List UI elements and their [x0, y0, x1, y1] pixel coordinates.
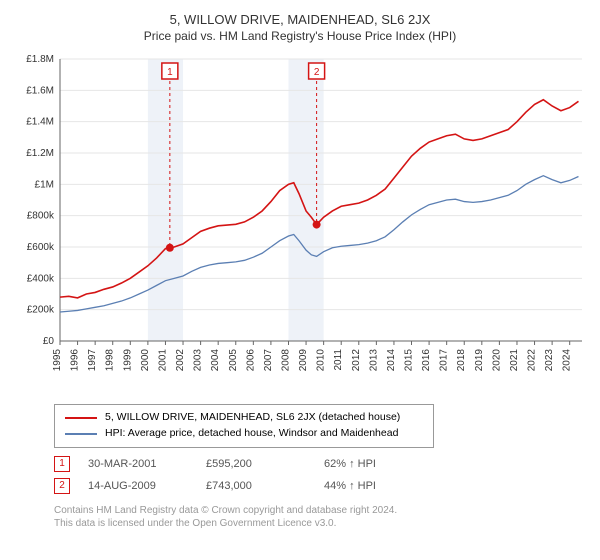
- svg-text:1: 1: [167, 67, 173, 78]
- svg-text:1999: 1999: [122, 349, 133, 372]
- legend-label: HPI: Average price, detached house, Wind…: [105, 426, 398, 442]
- svg-text:2004: 2004: [210, 349, 221, 372]
- svg-text:2012: 2012: [351, 349, 362, 372]
- sale-row: 2 14-AUG-2009 £743,000 44% ↑ HPI: [54, 478, 588, 494]
- svg-text:2001: 2001: [157, 349, 168, 372]
- legend-label: 5, WILLOW DRIVE, MAIDENHEAD, SL6 2JX (de…: [105, 410, 400, 426]
- legend-item: HPI: Average price, detached house, Wind…: [65, 426, 423, 442]
- sale-date: 30-MAR-2001: [88, 458, 188, 470]
- svg-text:2013: 2013: [368, 349, 379, 372]
- page-title: 5, WILLOW DRIVE, MAIDENHEAD, SL6 2JX: [12, 12, 588, 27]
- svg-text:£1.6M: £1.6M: [26, 85, 54, 96]
- sale-price: £595,200: [206, 458, 306, 470]
- svg-text:1998: 1998: [105, 349, 116, 372]
- svg-text:2014: 2014: [386, 349, 397, 372]
- svg-text:2024: 2024: [562, 349, 573, 372]
- svg-text:£1M: £1M: [35, 179, 54, 190]
- svg-text:1995: 1995: [52, 349, 63, 372]
- svg-text:£400k: £400k: [27, 273, 55, 284]
- svg-text:2007: 2007: [263, 349, 274, 372]
- svg-text:£200k: £200k: [27, 305, 55, 316]
- legend: 5, WILLOW DRIVE, MAIDENHEAD, SL6 2JX (de…: [54, 404, 434, 448]
- svg-text:2021: 2021: [509, 349, 520, 372]
- sale-marker-box: 2: [54, 478, 70, 494]
- svg-text:2019: 2019: [474, 349, 485, 372]
- page-subtitle: Price paid vs. HM Land Registry's House …: [12, 29, 588, 43]
- svg-text:2011: 2011: [333, 349, 344, 371]
- footer-attribution: Contains HM Land Registry data © Crown c…: [54, 504, 588, 531]
- legend-item: 5, WILLOW DRIVE, MAIDENHEAD, SL6 2JX (de…: [65, 410, 423, 426]
- chart-container: £0 £200k £400k £600k £800k £1M £1.2M £1.4M £1.6M…: [12, 51, 588, 396]
- sale-row: 1 30-MAR-2001 £595,200 62% ↑ HPI: [54, 456, 588, 472]
- sale-delta: 62% ↑ HPI: [324, 458, 424, 470]
- svg-text:£1.4M: £1.4M: [26, 117, 54, 128]
- svg-text:£800k: £800k: [27, 211, 55, 222]
- svg-text:2002: 2002: [175, 349, 186, 372]
- sale-delta: 44% ↑ HPI: [324, 480, 424, 492]
- svg-text:1996: 1996: [70, 349, 81, 372]
- svg-text:£600k: £600k: [27, 242, 55, 253]
- sale-marker-box: 1: [54, 456, 70, 472]
- svg-text:2018: 2018: [456, 349, 467, 372]
- svg-text:2015: 2015: [404, 349, 415, 372]
- svg-text:2023: 2023: [544, 349, 555, 372]
- svg-text:2: 2: [314, 67, 320, 78]
- svg-text:2005: 2005: [228, 349, 239, 372]
- svg-text:1997: 1997: [87, 349, 98, 372]
- legend-swatch: [65, 417, 97, 419]
- svg-text:£0: £0: [43, 336, 55, 347]
- svg-text:2008: 2008: [280, 349, 291, 372]
- footer-line1: Contains HM Land Registry data © Crown c…: [54, 504, 588, 518]
- svg-text:2017: 2017: [439, 349, 450, 372]
- svg-text:2020: 2020: [491, 349, 502, 372]
- legend-swatch: [65, 433, 97, 435]
- svg-text:£1.8M: £1.8M: [26, 54, 54, 65]
- price-chart: £0 £200k £400k £600k £800k £1M £1.2M £1.4M £1.6M…: [12, 51, 588, 391]
- svg-text:2003: 2003: [193, 349, 204, 372]
- sales-table: 1 30-MAR-2001 £595,200 62% ↑ HPI 2 14-AUG-200…: [12, 456, 588, 494]
- svg-text:2000: 2000: [140, 349, 151, 372]
- svg-text:2009: 2009: [298, 349, 309, 372]
- svg-text:2022: 2022: [527, 349, 538, 372]
- svg-text:£1.2M: £1.2M: [26, 148, 54, 159]
- svg-text:2010: 2010: [316, 349, 327, 372]
- sale-date: 14-AUG-2009: [88, 480, 188, 492]
- footer-line2: This data is licensed under the Open Gov…: [54, 517, 588, 531]
- sale-price: £743,000: [206, 480, 306, 492]
- svg-text:2016: 2016: [421, 349, 432, 372]
- svg-text:2006: 2006: [245, 349, 256, 372]
